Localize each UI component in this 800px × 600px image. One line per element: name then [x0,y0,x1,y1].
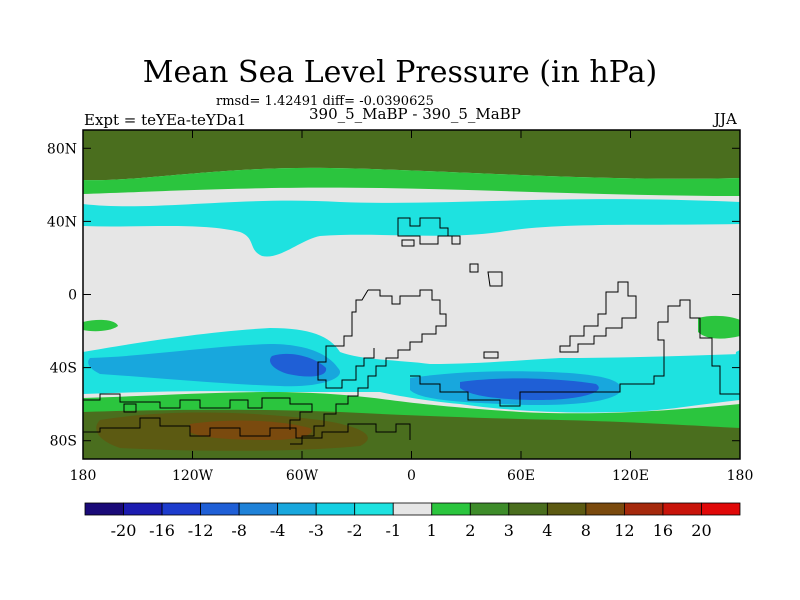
colorbar-swatch [200,502,240,516]
colorbar-swatch [315,502,356,516]
coastline-africa [559,281,637,353]
coastline-asia-east [410,299,740,407]
colorbar-swatch [238,502,279,516]
south-negative-core [88,344,341,387]
x-tick-label: 60W [286,468,319,484]
small-positive-patch [83,319,118,332]
colorbar-label: 16 [653,521,673,540]
colorbar-label: 12 [614,521,634,540]
colorbar-label: 4 [542,521,552,540]
colorbar-swatch [469,502,510,516]
continent-outlines [83,217,740,445]
north-negative-band [83,199,740,257]
colorbar-label: 3 [504,521,514,540]
experiment-label: Expt = teYEa-teYDa1 [84,111,247,129]
small-positive-patch [698,315,740,339]
colorbar-swatch [585,502,625,516]
colorbar-swatch [123,502,163,516]
small-negative-patch [734,350,740,372]
south-negative-core-deep [269,353,327,377]
y-axis: 80N 40N 0 40S 80S [47,141,740,450]
colorbar-swatch [392,502,433,516]
x-tick-label: 60E [507,468,535,484]
colorbar-swatch [701,502,741,516]
y-tick-label: 80S [50,434,77,450]
colorbar-label: -20 [111,521,137,540]
colorbar-label: -16 [149,521,175,540]
rmsd-diff-text: rmsd= 1.42491 diff= -0.0390625 [216,94,434,109]
colorbar-swatch [624,502,664,516]
season-label: JJA [714,110,737,128]
colorbar-swatch [662,502,702,516]
coastline-island [469,263,479,273]
colorbar-label: 2 [465,521,475,540]
colorbar-swatch [431,502,471,516]
colorbar-swatch [546,502,587,516]
x-tick-label: 120E [612,468,649,484]
chart-subtitle: 390_5_MaBP - 390_5_MaBP [309,105,521,123]
coastline-island [401,239,415,247]
colorbar-label: 8 [581,521,591,540]
y-tick-label: 0 [68,288,77,304]
colorbar-swatch [84,502,124,516]
south-negative-core-deep [460,378,599,400]
y-tick-label: 40S [50,361,77,377]
coastline-small [483,351,499,359]
coastline-antarctic-island [123,403,137,413]
colorbar-swatch [508,502,548,516]
colorbar-swatch [161,502,201,516]
map-field [83,130,740,459]
colorbar: -20 -16 -12 -8 -4 -3 -2 -1 1 2 3 4 8 12 16 20 [84,502,741,540]
coastline-island [487,271,503,287]
colorbar-label: -1 [385,521,401,540]
arctic-band-green [83,167,740,196]
x-tick-label: 120W [172,468,214,484]
colorbar-label: -3 [308,521,324,540]
x-tick-label: 180 [727,468,754,484]
antarctic-band-brown [190,420,312,440]
y-tick-label: 80N [47,141,77,157]
colorbar-label: -4 [270,521,286,540]
colorbar-label: 20 [691,521,711,540]
colorbar-label: 1 [427,521,437,540]
coastline-south-america [290,289,447,445]
colorbar-label: -12 [188,521,214,540]
x-tick-label: 180 [70,468,97,484]
coastline-eurasia [397,217,461,245]
x-axis: 180 120W 60W 0 60E 120E 180 [70,130,754,484]
arctic-band-dark [83,130,740,181]
y-tick-label: 40N [47,214,77,230]
colorbar-swatch [354,502,394,516]
colorbar-label: -8 [231,521,247,540]
coastline-antarctica [83,393,411,440]
chart-title: Mean Sea Level Pressure (in hPa) [142,55,658,90]
x-tick-label: 0 [407,468,416,484]
colorbar-swatch [277,502,317,516]
colorbar-label: -2 [347,521,363,540]
